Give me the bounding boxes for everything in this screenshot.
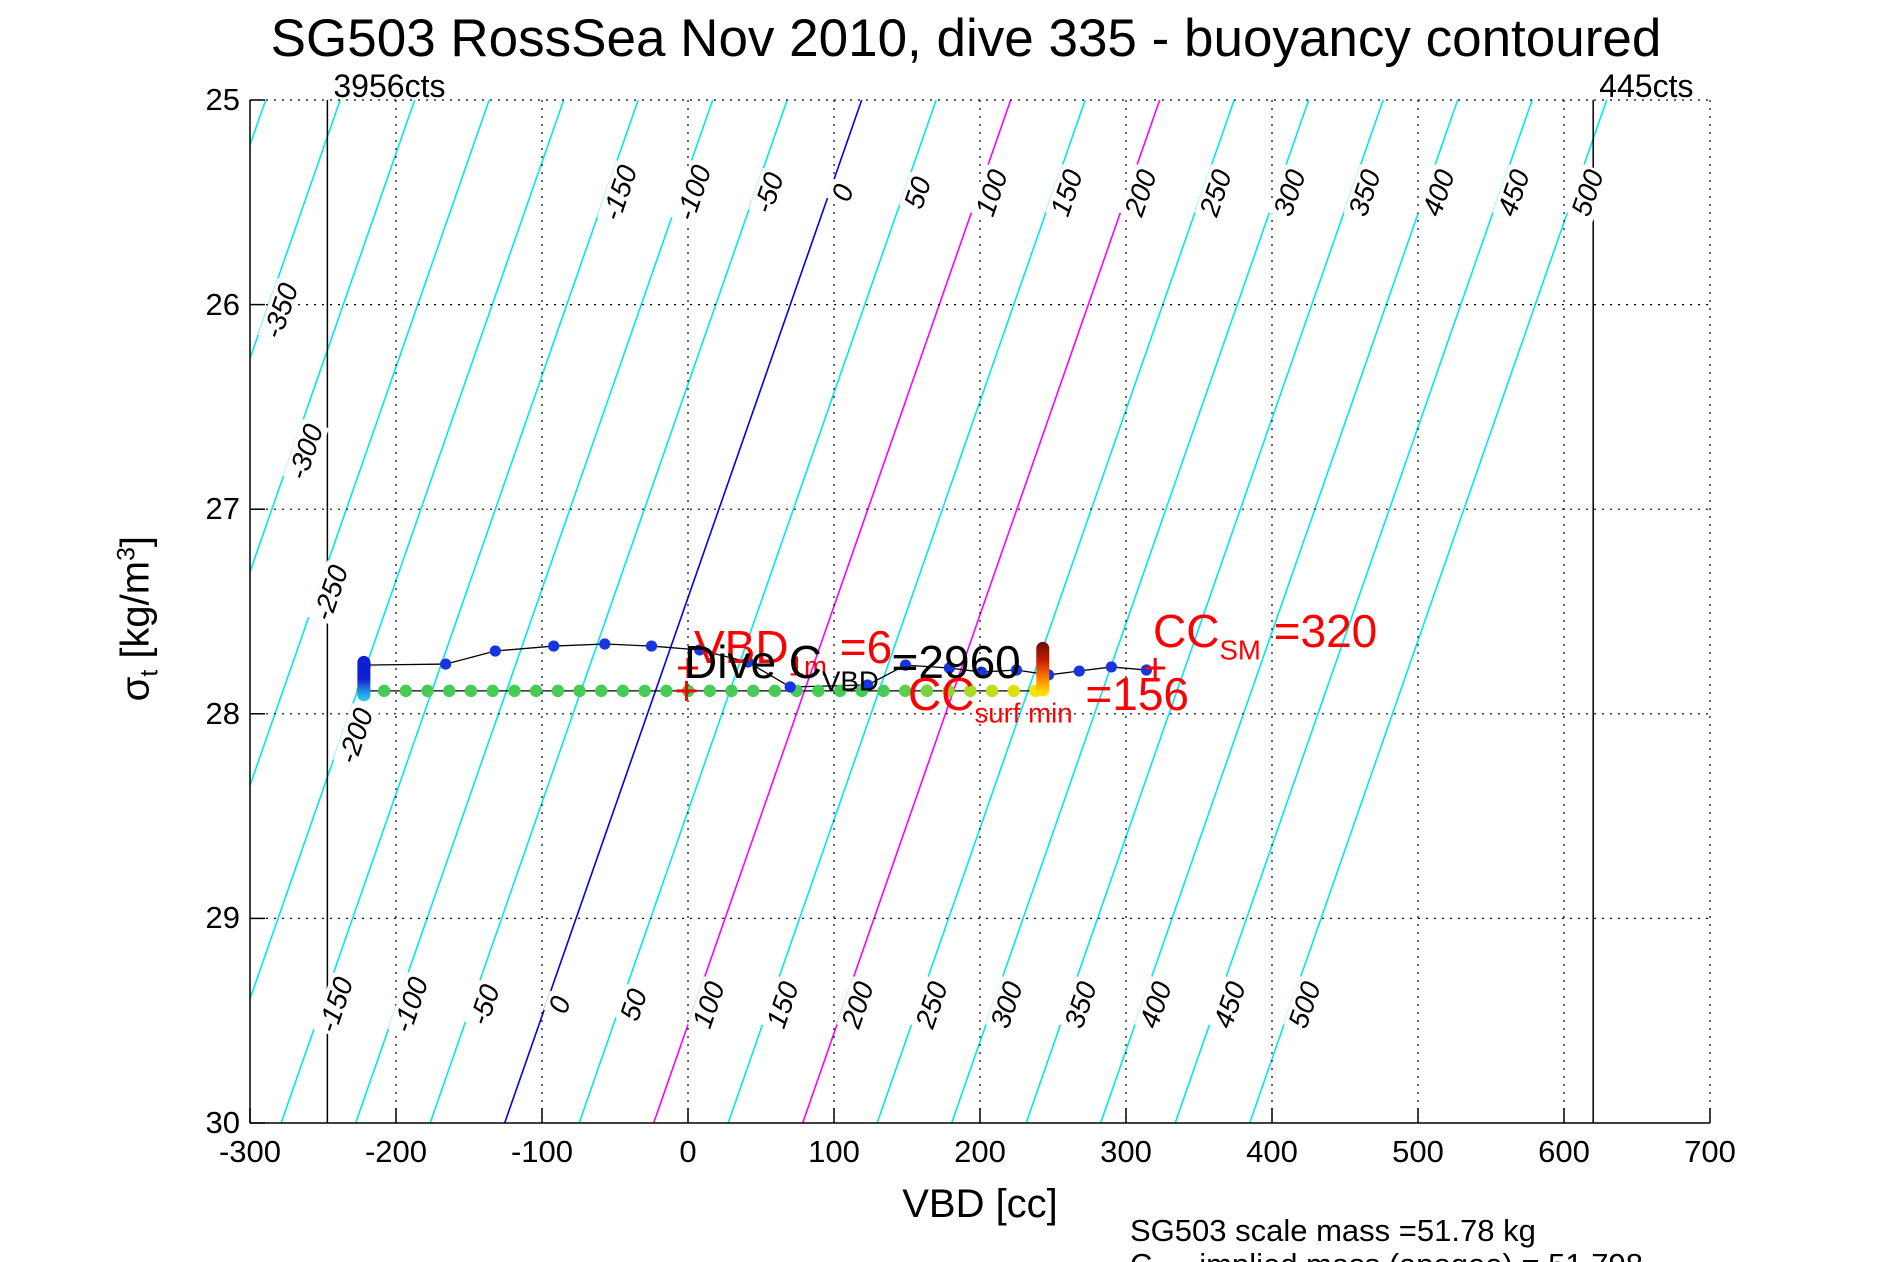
x-tick-label: 700 — [1684, 1134, 1736, 1169]
y-tick-label: 26 — [205, 286, 240, 322]
annotation-vbd-1m: VBD1m =6 — [694, 621, 893, 682]
annotation-cc-surf-min: CCsurf min =156 — [908, 668, 1189, 729]
x-tick-label: -300 — [218, 1134, 282, 1169]
annotation-dive-cvbd: Dive CVBD =2960 — [684, 636, 1021, 697]
x-tick-label: 600 — [1538, 1134, 1590, 1169]
x-tick-label: 200 — [954, 1134, 1006, 1169]
x-tick-label: -200 — [364, 1134, 428, 1169]
x-tick-label: 300 — [1100, 1134, 1152, 1169]
x-tick-label: 400 — [1246, 1134, 1298, 1169]
x-tick-label: -100 — [510, 1134, 574, 1169]
y-tick-label: 29 — [205, 900, 240, 936]
annotation-cc-sm: CCSM =320 — [1153, 605, 1378, 666]
x-tick-label: 500 — [1392, 1134, 1444, 1169]
x-tick-label: 100 — [808, 1134, 860, 1169]
x-axis-label: VBD [cc] — [902, 1182, 1058, 1226]
plot-title: SG503 RossSea Nov 2010, dive 335 - buoya… — [270, 9, 1662, 68]
x-tick-label: 0 — [679, 1134, 697, 1169]
vbd-min-counts-label: 3956cts — [333, 68, 446, 104]
y-tick-label: 25 — [205, 82, 240, 117]
vbd-max-counts-label: 445cts — [1599, 68, 1694, 104]
y-tick-label: 27 — [205, 491, 240, 527]
y-tick-label: 30 — [205, 1105, 240, 1140]
y-tick-label: 28 — [205, 695, 240, 731]
implied-mass-text: CVBD implied mass (apogee) = 51.798 — [1130, 1247, 1643, 1262]
y-axis-label: σt [kg/m3] — [113, 535, 164, 702]
scale-mass-text: SG503 scale mass =51.78 kg — [1130, 1213, 1536, 1248]
